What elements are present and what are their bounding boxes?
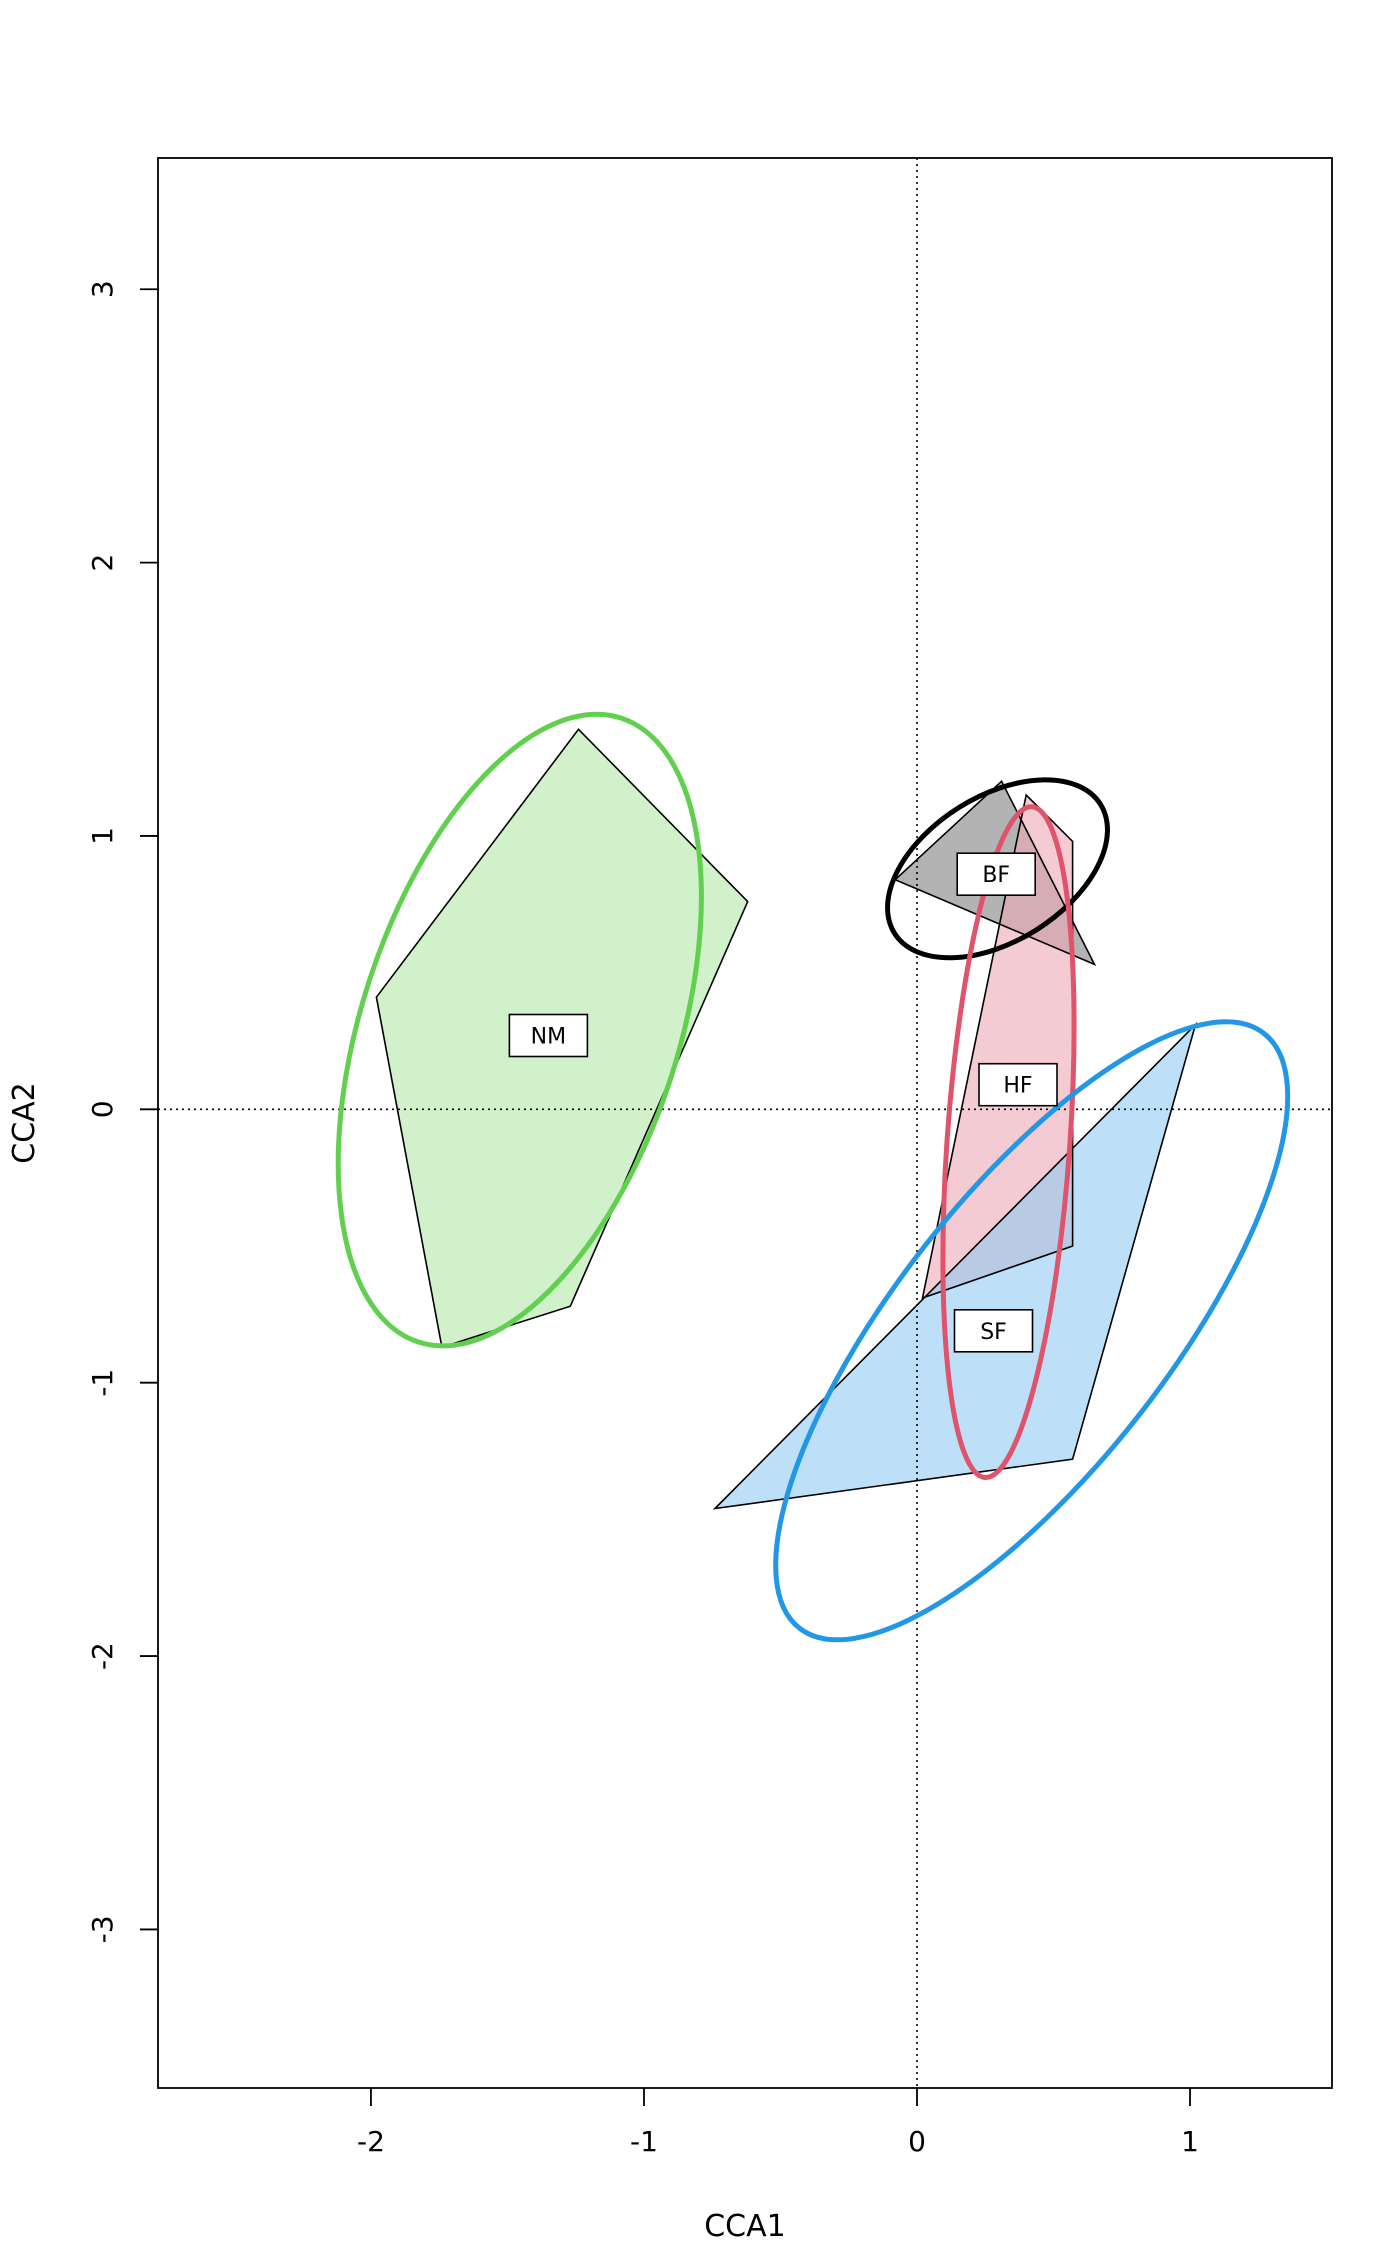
x-tick-label: 0 [908, 2125, 926, 2158]
group-label-box [508, 1013, 589, 1058]
hull-outline-nm [375, 728, 749, 1349]
x-tick-label: -1 [630, 2125, 658, 2158]
y-tick-label: 2 [86, 554, 119, 572]
y-tick-label: 1 [86, 827, 119, 845]
ellipse-bf [885, 777, 1110, 961]
group-label-box [956, 852, 1037, 897]
hull-outline-layer [375, 728, 1198, 1510]
group-label-layer: NM BF HF SF [508, 852, 1058, 1353]
y-axis-title: CCA2 [7, 1082, 42, 1164]
group-label-sf: SF [953, 1309, 1034, 1353]
x-axis-title: CCA1 [704, 2209, 786, 2244]
ellipse-layer [335, 711, 1291, 1643]
ellipse-nm [335, 711, 704, 1349]
hull-outline-bf [893, 779, 1097, 966]
hull-outline-sf [712, 1021, 1198, 1510]
group-label-bf: BF [956, 852, 1037, 897]
group-label-text: NM [531, 1025, 566, 1050]
hull-fill-hf [922, 795, 1073, 1298]
plot-frame [157, 157, 1333, 2089]
group-label-hf: HF [978, 1062, 1058, 1107]
ellipse-sf [773, 1019, 1291, 1643]
x-tick-label: 1 [1181, 2125, 1199, 2158]
y-tick-label: -3 [86, 1915, 119, 1943]
x-tick-label: -2 [357, 2125, 385, 2158]
group-label-text: HF [1003, 1074, 1032, 1099]
y-tick-label: -2 [86, 1642, 119, 1670]
y-tick-label: 0 [86, 1100, 119, 1118]
axes: -2 -1 0 1 -3 -2 -1 0 1 2 3 [86, 157, 1333, 2158]
y-tick-label: 3 [86, 280, 119, 298]
group-label-text: SF [980, 1320, 1007, 1345]
hull-outline-hf [921, 793, 1074, 1300]
group-label-nm: NM [508, 1013, 589, 1058]
reference-lines [158, 158, 1332, 2088]
group-label-box [953, 1309, 1034, 1353]
group-label-text: BF [982, 863, 1010, 888]
ellipse-hf [940, 804, 1077, 1481]
group-label-box [978, 1062, 1058, 1107]
y-tick-label: -1 [86, 1369, 119, 1397]
